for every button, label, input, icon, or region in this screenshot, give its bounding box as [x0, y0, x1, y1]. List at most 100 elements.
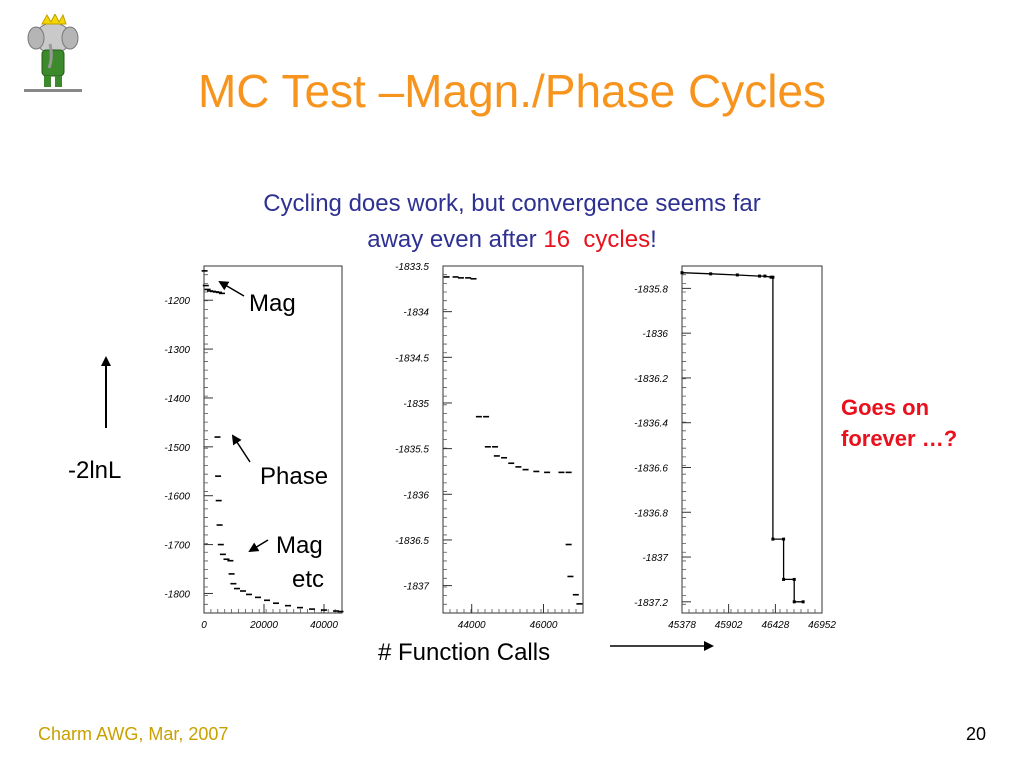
data-point: [515, 466, 522, 468]
data-point: [215, 499, 222, 502]
y-tick-label: -1800: [164, 589, 190, 600]
y-axis-label: -2lnL: [68, 457, 121, 484]
data-point: [709, 272, 713, 276]
y-tick-label: -1834.5: [395, 353, 429, 364]
data-point: [227, 559, 234, 562]
x-tick-label: 46428: [761, 620, 789, 631]
y-tick-label: -1835.5: [395, 445, 429, 456]
goes-on-line-1: Goes on: [841, 395, 930, 420]
y-tick-label: -1836: [403, 490, 429, 501]
plot-frame: [203, 265, 343, 614]
x-tick-label: 46952: [808, 620, 836, 631]
data-point: [223, 558, 230, 561]
data-point: [567, 575, 574, 578]
data-point: [457, 277, 464, 279]
data-point: [204, 288, 211, 291]
y-tick-label: -1300: [164, 345, 190, 356]
mag-arrow: [218, 280, 245, 297]
y-tick-label: -1700: [164, 541, 190, 552]
data-point: [452, 276, 459, 278]
data-point: [215, 475, 222, 477]
data-point: [771, 275, 775, 279]
x-tick-label: 44000: [458, 620, 486, 631]
data-point: [769, 275, 773, 279]
data-point: [565, 471, 572, 474]
y-tick-label: -1837: [642, 553, 668, 564]
y-tick-label: -1837: [403, 582, 429, 593]
data-point: [533, 470, 540, 473]
y-tick-label: -1833.5: [395, 262, 429, 273]
data-point: [558, 471, 565, 474]
mag-etc-arrow: [248, 539, 269, 553]
data-point: [228, 573, 235, 575]
data-point: [493, 455, 500, 457]
plot-frame: [681, 265, 823, 614]
data-point: [273, 602, 279, 605]
y-tick-label: -1836.4: [634, 419, 668, 430]
x-tick-label: 45378: [668, 620, 696, 631]
data-point: [565, 543, 572, 546]
y-tick-label: -1836.5: [395, 536, 429, 547]
page-number: 20: [966, 724, 987, 744]
data-point: [234, 587, 240, 590]
y-tick-label: -1200: [164, 296, 190, 307]
data-point: [337, 610, 344, 613]
footer-text: Charm AWG, Mar, 2007: [38, 724, 229, 744]
data-point: [680, 271, 684, 275]
data-point: [240, 590, 246, 592]
data-point: [782, 577, 786, 581]
data-point: [484, 446, 491, 448]
y-tick-label: -1836.8: [634, 508, 668, 519]
goes-on-line-2: forever …?: [841, 426, 958, 451]
subtitle-line-2: away even after 16 cycles!: [0, 226, 1024, 254]
annotation-etc: etc: [292, 566, 324, 593]
data-point: [297, 606, 303, 609]
y-tick-label: -1837.2: [634, 598, 668, 609]
data-point: [522, 468, 529, 471]
minor-ticks: [682, 274, 816, 613]
data-point: [216, 524, 223, 526]
babar-elephant-logo: [24, 14, 82, 92]
chart-panel-1: -1200 -1300 -1400 -1500 -1600 -1700 -1800 0 2000…: [164, 265, 344, 631]
y-tick-label: -1835: [403, 399, 429, 410]
chart-panel-3: -1835.8 -1836 -1836.2 -1836.4 -1836.6 -1836.8…: [634, 265, 836, 631]
annotation-mag-2: Mag: [276, 532, 323, 559]
y-tick-label: -1400: [164, 394, 190, 405]
data-point: [214, 436, 221, 438]
data-point: [763, 274, 767, 278]
annotation-mag: Mag: [249, 290, 296, 317]
data-point: [255, 596, 261, 599]
plot-frame: [442, 265, 584, 614]
data-point: [792, 600, 796, 604]
data-point: [771, 537, 775, 541]
data-point: [219, 292, 225, 295]
chart-panel-2: -1833.5 -1834 -1834.5 -1835 -1835.5 -1836 -183…: [395, 262, 584, 631]
x-tick-label: 45902: [715, 620, 743, 631]
x-tick-label: 0: [201, 620, 207, 631]
annotation-phase: Phase: [260, 463, 328, 490]
data-point: [217, 543, 224, 546]
data-point: [264, 599, 270, 602]
y-tick-label: -1836.2: [634, 374, 668, 385]
data-point: [230, 582, 237, 585]
data-point: [246, 593, 252, 596]
data-point: [333, 610, 339, 612]
y-tick-label: -1500: [164, 443, 190, 454]
data-point: [544, 471, 551, 474]
data-point: [219, 553, 226, 556]
x-tick-label: 46000: [530, 620, 558, 631]
data-point: [483, 415, 490, 418]
data-point: [470, 277, 477, 280]
data-point: [735, 273, 739, 277]
data-point: [801, 600, 805, 604]
data-point: [201, 270, 208, 272]
data-point: [216, 291, 222, 294]
data-point: [782, 537, 786, 541]
data-point: [576, 603, 583, 605]
data-point: [443, 276, 450, 278]
y-tick-label: -1836.6: [634, 463, 668, 474]
data-point: [572, 593, 579, 596]
data-point: [465, 277, 472, 279]
data-point: [285, 604, 291, 607]
